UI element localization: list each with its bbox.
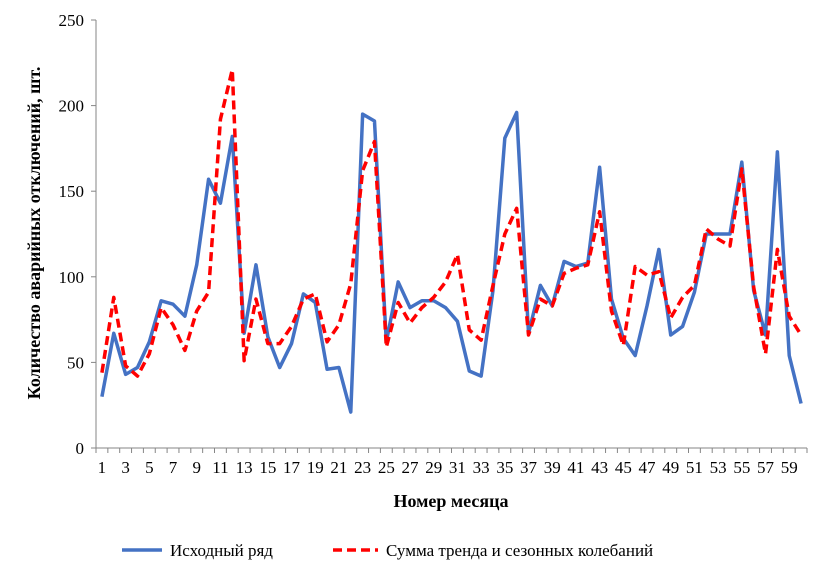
x-tick-label: 45 bbox=[615, 458, 632, 477]
x-tick-label: 13 bbox=[236, 458, 253, 477]
x-tick-label: 31 bbox=[449, 458, 466, 477]
x-tick-label: 41 bbox=[567, 458, 584, 477]
x-tick-label: 15 bbox=[259, 458, 276, 477]
x-axis: 1 3 5 7 9 11 13 15 17 19 21 23 25 27 29 31 33 35 37 39 41 43 4… bbox=[95, 447, 808, 477]
x-tick-label: 23 bbox=[354, 458, 371, 477]
x-tick-label: 5 bbox=[145, 458, 154, 477]
x-tick-label: 35 bbox=[496, 458, 513, 477]
x-tick-label: 1 bbox=[98, 458, 107, 477]
y-tick-label: 250 bbox=[59, 11, 85, 30]
x-tick-label: 3 bbox=[121, 458, 130, 477]
x-tick-label: 39 bbox=[544, 458, 561, 477]
legend-label-trend-seasonal: Сумма тренда и сезонных колебаний bbox=[386, 541, 653, 560]
x-tick-label: 43 bbox=[591, 458, 608, 477]
x-tick-label: 47 bbox=[639, 458, 657, 477]
series-line-original bbox=[100, 110, 803, 414]
x-axis-title: Номер месяца bbox=[394, 491, 509, 511]
y-tick-label: 200 bbox=[59, 97, 85, 116]
legend: Исходный ряд Сумма тренда и сезонных кол… bbox=[122, 541, 653, 560]
plot-area bbox=[100, 67, 803, 414]
x-tick-label: 7 bbox=[169, 458, 178, 477]
y-tick-label: 0 bbox=[76, 439, 85, 458]
x-tick-label: 53 bbox=[710, 458, 727, 477]
x-tick-label: 57 bbox=[757, 458, 775, 477]
y-tick-label: 100 bbox=[59, 268, 85, 287]
x-tick-label: 33 bbox=[473, 458, 490, 477]
y-axis-title: Количество аварийных отключений, шт. bbox=[24, 67, 44, 400]
x-tick-label: 11 bbox=[212, 458, 228, 477]
y-tick-label: 50 bbox=[67, 353, 84, 372]
x-tick-label: 25 bbox=[378, 458, 395, 477]
y-tick-label: 150 bbox=[59, 182, 85, 201]
x-tick-label: 51 bbox=[686, 458, 703, 477]
x-tick-label: 19 bbox=[307, 458, 324, 477]
x-tick-label: 29 bbox=[425, 458, 442, 477]
x-tick-label: 27 bbox=[402, 458, 420, 477]
legend-item-original: Исходный ряд bbox=[122, 541, 273, 560]
y-axis: 0 50 100 150 200 250 bbox=[59, 11, 97, 458]
x-tick-label: 21 bbox=[330, 458, 347, 477]
x-tick-label: 49 bbox=[662, 458, 679, 477]
series-line-trend-seasonal bbox=[100, 67, 803, 378]
x-tick-label: 9 bbox=[192, 458, 201, 477]
x-tick-label: 55 bbox=[733, 458, 750, 477]
x-tick-label: 59 bbox=[781, 458, 798, 477]
legend-label-original: Исходный ряд bbox=[170, 541, 273, 560]
x-tick-label: 37 bbox=[520, 458, 538, 477]
legend-item-trend-seasonal: Сумма тренда и сезонных колебаний bbox=[333, 541, 653, 560]
x-tick-label: 17 bbox=[283, 458, 301, 477]
